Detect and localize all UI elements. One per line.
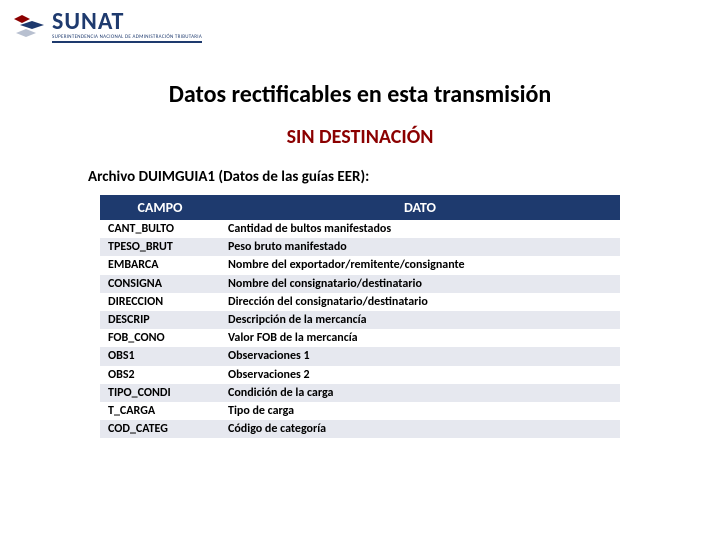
cell-campo: T_CARGA <box>100 402 220 420</box>
cell-campo: TPESO_BRUT <box>100 238 220 256</box>
page-subtitle: SIN DESTINACIÓN <box>0 125 720 149</box>
cell-dato: Condición de la carga <box>220 384 620 402</box>
logo-text: SUNAT SUPERINTENDENCIA NACIONAL DE ADMIN… <box>52 10 202 43</box>
cell-campo: DIRECCION <box>100 293 220 311</box>
table-row: T_CARGATipo de carga <box>100 402 620 420</box>
cell-dato: Nombre del exportador/remitente/consigna… <box>220 256 620 274</box>
cell-campo: OBS1 <box>100 347 220 365</box>
cell-campo: TIPO_CONDI <box>100 384 220 402</box>
table-row: OBS1Observaciones 1 <box>100 347 620 365</box>
cell-dato: Tipo de carga <box>220 402 620 420</box>
data-table: CAMPO DATO CANT_BULTOCantidad de bultos … <box>100 195 620 438</box>
cell-dato: Observaciones 1 <box>220 347 620 365</box>
cell-campo: CANT_BULTO <box>100 220 220 238</box>
cell-dato: Dirección del consignatario/destinatario <box>220 293 620 311</box>
table-row: COD_CATEGCódigo de categoría <box>100 420 620 438</box>
cell-campo: OBS2 <box>100 366 220 384</box>
table-row: DIRECCIONDirección del consignatario/des… <box>100 293 620 311</box>
table-row: FOB_CONOValor FOB de la mercancía <box>100 329 620 347</box>
data-table-container: CAMPO DATO CANT_BULTOCantidad de bultos … <box>100 195 620 438</box>
file-label: Archivo DUIMGUIA1 (Datos de las guías EE… <box>88 168 369 186</box>
table-header-row: CAMPO DATO <box>100 195 620 220</box>
cell-dato: Descripción de la mercancía <box>220 311 620 329</box>
sunat-logo-icon <box>12 13 48 41</box>
cell-campo: EMBARCA <box>100 256 220 274</box>
cell-dato: Código de categoría <box>220 420 620 438</box>
cell-campo: COD_CATEG <box>100 420 220 438</box>
table-row: CANT_BULTOCantidad de bultos manifestado… <box>100 220 620 238</box>
table-row: CONSIGNANombre del consignatario/destina… <box>100 275 620 293</box>
logo-subtitle: SUPERINTENDENCIA NACIONAL DE ADMINISTRAC… <box>52 34 202 40</box>
cell-dato: Nombre del consignatario/destinatario <box>220 275 620 293</box>
table-row: EMBARCANombre del exportador/remitente/c… <box>100 256 620 274</box>
table-row: DESCRIPDescripción de la mercancía <box>100 311 620 329</box>
cell-campo: DESCRIP <box>100 311 220 329</box>
logo: SUNAT SUPERINTENDENCIA NACIONAL DE ADMIN… <box>12 10 202 43</box>
table-header-campo: CAMPO <box>100 195 220 220</box>
table-row: TIPO_CONDICondición de la carga <box>100 384 620 402</box>
table-row: OBS2Observaciones 2 <box>100 366 620 384</box>
cell-campo: CONSIGNA <box>100 275 220 293</box>
page-title: Datos rectificables en esta transmisión <box>0 80 720 109</box>
table-body: CANT_BULTOCantidad de bultos manifestado… <box>100 220 620 438</box>
cell-dato: Observaciones 2 <box>220 366 620 384</box>
table-header-dato: DATO <box>220 195 620 220</box>
cell-dato: Peso bruto manifestado <box>220 238 620 256</box>
cell-campo: FOB_CONO <box>100 329 220 347</box>
table-row: TPESO_BRUTPeso bruto manifestado <box>100 238 620 256</box>
cell-dato: Valor FOB de la mercancía <box>220 329 620 347</box>
cell-dato: Cantidad de bultos manifestados <box>220 220 620 238</box>
logo-brand: SUNAT <box>52 10 202 34</box>
